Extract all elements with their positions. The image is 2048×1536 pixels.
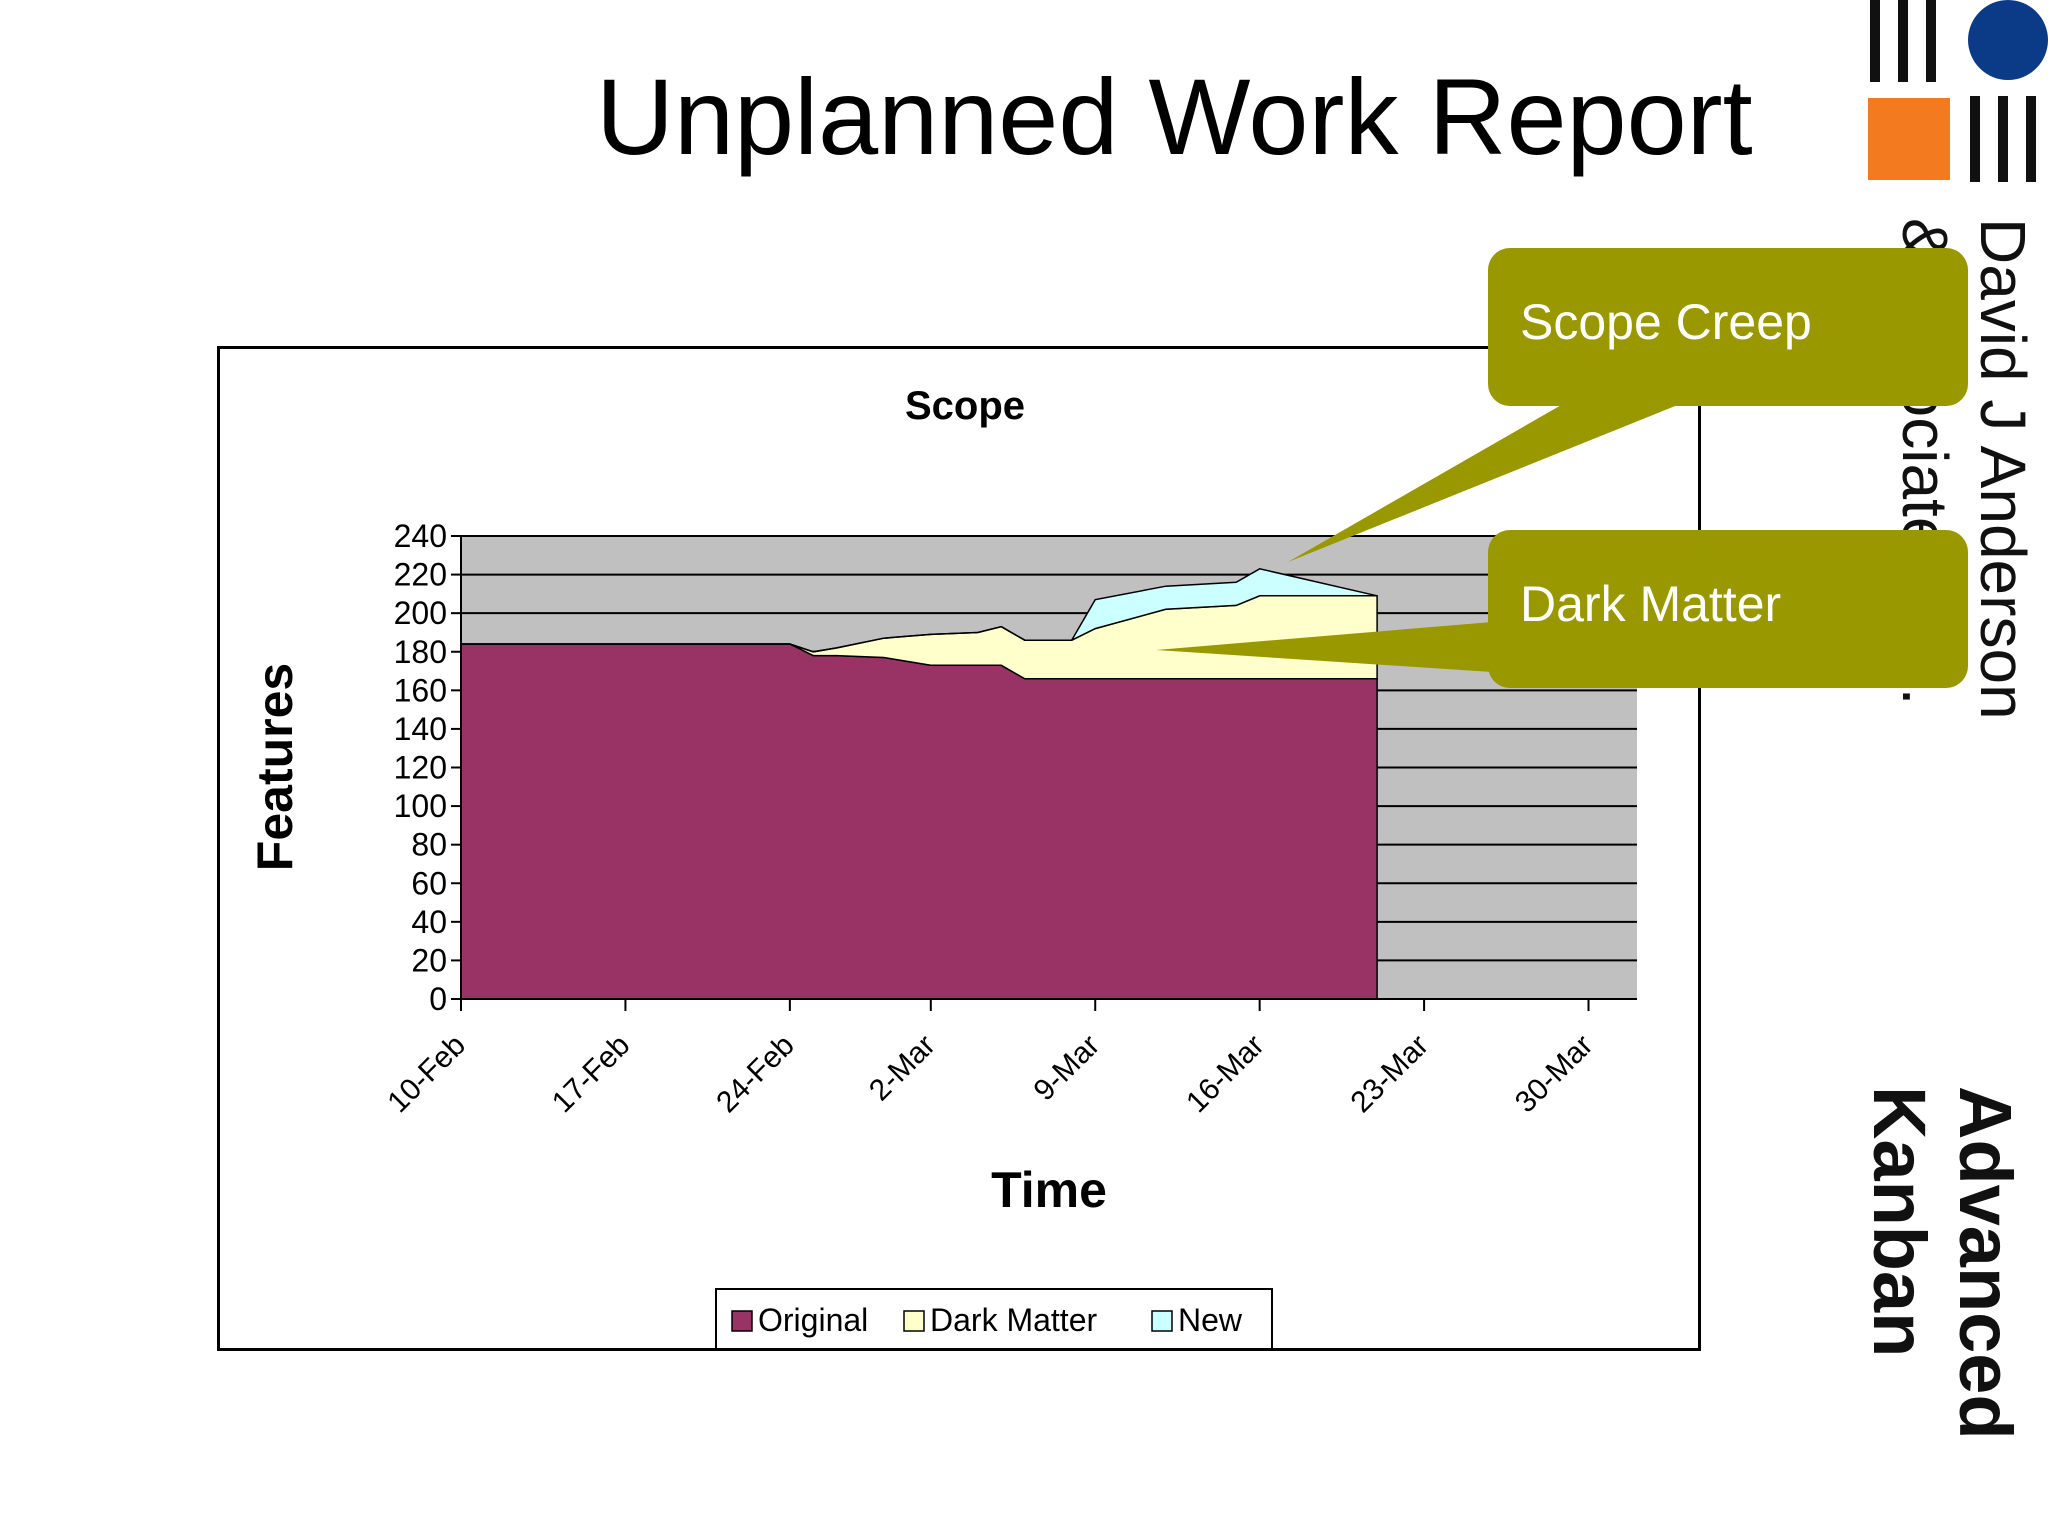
y-tick-label: 40 [411,904,447,940]
area-original [460,643,1378,1000]
x-tick-label: 23-Mar [1344,1029,1435,1120]
logo-bar [1998,96,2008,182]
y-tick-label: 120 [394,750,447,786]
scope-creep-callout: Scope Creep [1488,248,1968,406]
y-tick-label: 200 [394,595,447,631]
dark-matter-callout: Dark Matter [1488,530,1968,688]
y-tick-label: 100 [394,788,447,824]
slide-title: Unplanned Work Report [596,56,1753,177]
company-name-line1: David J Anderson [1967,218,2039,720]
logo-square [1868,98,1950,180]
brand-line2: Kanban [1858,1086,1941,1358]
x-tick-label: 9-Mar [1027,1029,1106,1108]
y-tick-label: 20 [411,942,447,978]
x-tick-label: 30-Mar [1509,1029,1600,1120]
y-tick-label: 240 [394,518,447,554]
legend-swatch [903,1310,925,1332]
area-new [461,568,1378,653]
y-axis-label: Features [247,663,303,871]
y-tick-label: 140 [394,711,447,747]
legend-swatch [1151,1310,1173,1332]
brand-line1: Advanced [1944,1086,2027,1440]
y-tick-label: 80 [411,827,447,863]
x-tick-label: 17-Feb [546,1029,637,1120]
y-tick-label: 0 [429,981,447,1017]
y-tick-label: 60 [411,865,447,901]
x-tick-label: 2-Mar [863,1029,942,1108]
legend-label: Original [758,1302,868,1338]
legend-label: New [1178,1302,1243,1338]
logo-bar [1870,0,1880,82]
chart-frame: 0 20 40 60 80 100 120 140 160 180 200 220 240 10-Feb 1… [217,346,1701,1351]
x-tick-label: 16-Mar [1180,1029,1271,1120]
logo-bar [1970,96,1980,182]
logo-bar [1926,0,1936,82]
y-tick-label: 220 [394,557,447,593]
legend-box [715,1288,1273,1348]
logo-circle [1968,0,2048,80]
x-tick-label: 10-Feb [381,1029,472,1120]
x-axis-label: Time [991,1162,1107,1218]
brand-name: Advanced Kanban [1858,1086,2028,1526]
y-tick-label: 180 [394,634,447,670]
legend-label: Dark Matter [930,1302,1097,1338]
logo-bar [2026,96,2036,182]
logo-bar [1898,0,1908,82]
chart-title: Scope [905,384,1025,428]
x-tick-label: 24-Feb [710,1029,801,1120]
legend-swatch [731,1310,753,1332]
y-tick-label: 160 [394,672,447,708]
